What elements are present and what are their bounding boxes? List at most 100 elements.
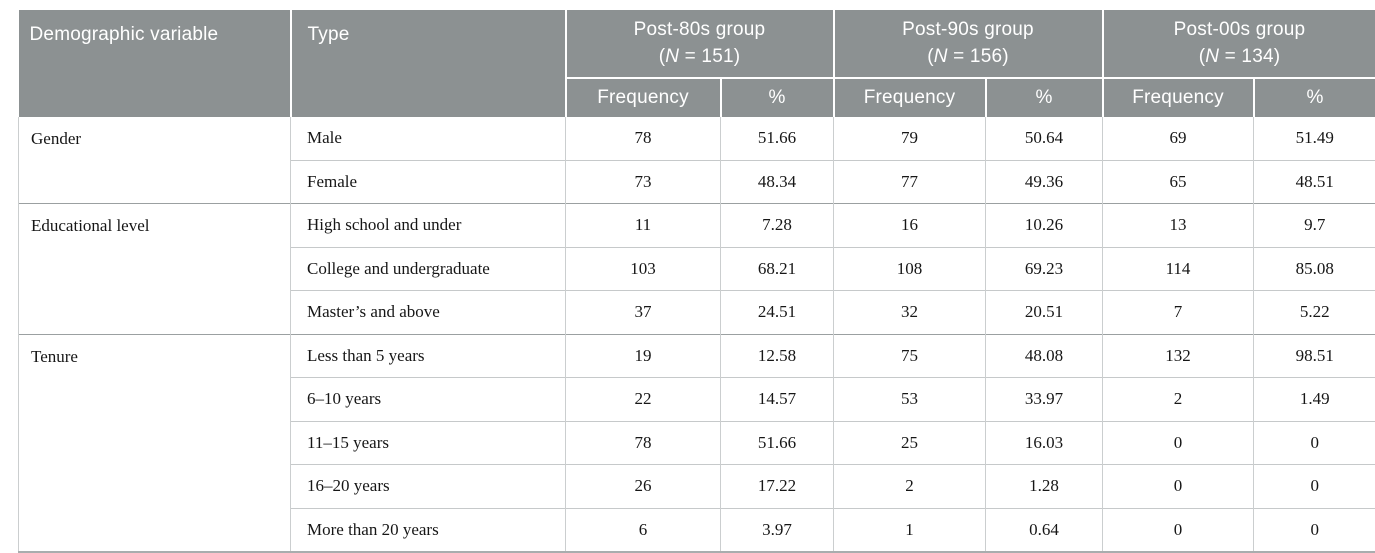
header-group-post-00s: Post-00s group (N = 134): [1103, 10, 1375, 78]
value-cell: 51.66: [721, 421, 834, 465]
value-cell: 48.34: [721, 160, 834, 204]
value-cell: 7: [1103, 291, 1254, 335]
group-name: Post-00s group: [1174, 19, 1306, 40]
value-cell: 13: [1103, 204, 1254, 248]
value-cell: 103: [566, 247, 721, 291]
value-cell: 0: [1103, 508, 1254, 552]
value-cell: 98.51: [1254, 334, 1375, 378]
value-cell: 85.08: [1254, 247, 1375, 291]
group-n-rest: = 156): [948, 46, 1009, 67]
type-cell: 16–20 years: [291, 465, 566, 509]
value-cell: 69.23: [986, 247, 1103, 291]
value-cell: 19: [566, 334, 721, 378]
value-cell: 0.64: [986, 508, 1103, 552]
type-cell: 11–15 years: [291, 421, 566, 465]
value-cell: 69: [1103, 117, 1254, 160]
value-cell: 50.64: [986, 117, 1103, 160]
group-name: Post-90s group: [902, 19, 1034, 40]
value-cell: 0: [1103, 421, 1254, 465]
value-cell: 132: [1103, 334, 1254, 378]
value-cell: 68.21: [721, 247, 834, 291]
value-cell: 108: [834, 247, 986, 291]
type-cell: College and undergraduate: [291, 247, 566, 291]
demographics-table: Demographic variable Type Post-80s group…: [18, 10, 1375, 553]
value-cell: 9.7: [1254, 204, 1375, 248]
value-cell: 75: [834, 334, 986, 378]
subheader-percent-90s: %: [986, 78, 1103, 117]
value-cell: 49.36: [986, 160, 1103, 204]
value-cell: 17.22: [721, 465, 834, 509]
value-cell: 0: [1103, 465, 1254, 509]
subheader-frequency-00s: Frequency: [1103, 78, 1254, 117]
type-cell: 6–10 years: [291, 378, 566, 422]
value-cell: 77: [834, 160, 986, 204]
value-cell: 10.26: [986, 204, 1103, 248]
value-cell: 16: [834, 204, 986, 248]
value-cell: 2: [834, 465, 986, 509]
value-cell: 0: [1254, 508, 1375, 552]
value-cell: 37: [566, 291, 721, 335]
value-cell: 51.66: [721, 117, 834, 160]
type-cell: Less than 5 years: [291, 334, 566, 378]
value-cell: 7.28: [721, 204, 834, 248]
value-cell: 1.28: [986, 465, 1103, 509]
category-cell: Tenure: [19, 334, 291, 552]
value-cell: 51.49: [1254, 117, 1375, 160]
group-n-rest: = 151): [679, 46, 740, 67]
value-cell: 53: [834, 378, 986, 422]
type-cell: Male: [291, 117, 566, 160]
group-n-symbol: N: [665, 46, 679, 67]
value-cell: 3.97: [721, 508, 834, 552]
value-cell: 16.03: [986, 421, 1103, 465]
subheader-frequency-90s: Frequency: [834, 78, 986, 117]
category-cell: Educational level: [19, 204, 291, 335]
type-cell: More than 20 years: [291, 508, 566, 552]
value-cell: 48.08: [986, 334, 1103, 378]
subheader-frequency-80s: Frequency: [566, 78, 721, 117]
header-group-post-90s: Post-90s group (N = 156): [834, 10, 1103, 78]
value-cell: 0: [1254, 421, 1375, 465]
category-cell: Gender: [19, 117, 291, 204]
value-cell: 33.97: [986, 378, 1103, 422]
type-cell: Master’s and above: [291, 291, 566, 335]
header-type: Type: [291, 10, 566, 117]
value-cell: 1: [834, 508, 986, 552]
subheader-percent-00s: %: [1254, 78, 1375, 117]
value-cell: 78: [566, 117, 721, 160]
value-cell: 14.57: [721, 378, 834, 422]
subheader-percent-80s: %: [721, 78, 834, 117]
value-cell: 1.49: [1254, 378, 1375, 422]
value-cell: 12.58: [721, 334, 834, 378]
group-n-symbol: N: [934, 46, 948, 67]
value-cell: 114: [1103, 247, 1254, 291]
type-cell: Female: [291, 160, 566, 204]
value-cell: 25: [834, 421, 986, 465]
header-group-post-80s: Post-80s group (N = 151): [566, 10, 834, 78]
value-cell: 11: [566, 204, 721, 248]
table-header: Demographic variable Type Post-80s group…: [19, 10, 1375, 117]
group-name: Post-80s group: [634, 19, 766, 40]
value-cell: 5.22: [1254, 291, 1375, 335]
value-cell: 0: [1254, 465, 1375, 509]
group-n-symbol: N: [1205, 46, 1219, 67]
type-cell: High school and under: [291, 204, 566, 248]
value-cell: 24.51: [721, 291, 834, 335]
value-cell: 78: [566, 421, 721, 465]
value-cell: 26: [566, 465, 721, 509]
value-cell: 6: [566, 508, 721, 552]
value-cell: 20.51: [986, 291, 1103, 335]
value-cell: 32: [834, 291, 986, 335]
value-cell: 65: [1103, 160, 1254, 204]
value-cell: 48.51: [1254, 160, 1375, 204]
value-cell: 73: [566, 160, 721, 204]
value-cell: 2: [1103, 378, 1254, 422]
value-cell: 79: [834, 117, 986, 160]
header-demographic-variable: Demographic variable: [19, 10, 291, 117]
value-cell: 22: [566, 378, 721, 422]
header-row-groups: Demographic variable Type Post-80s group…: [19, 10, 1375, 78]
